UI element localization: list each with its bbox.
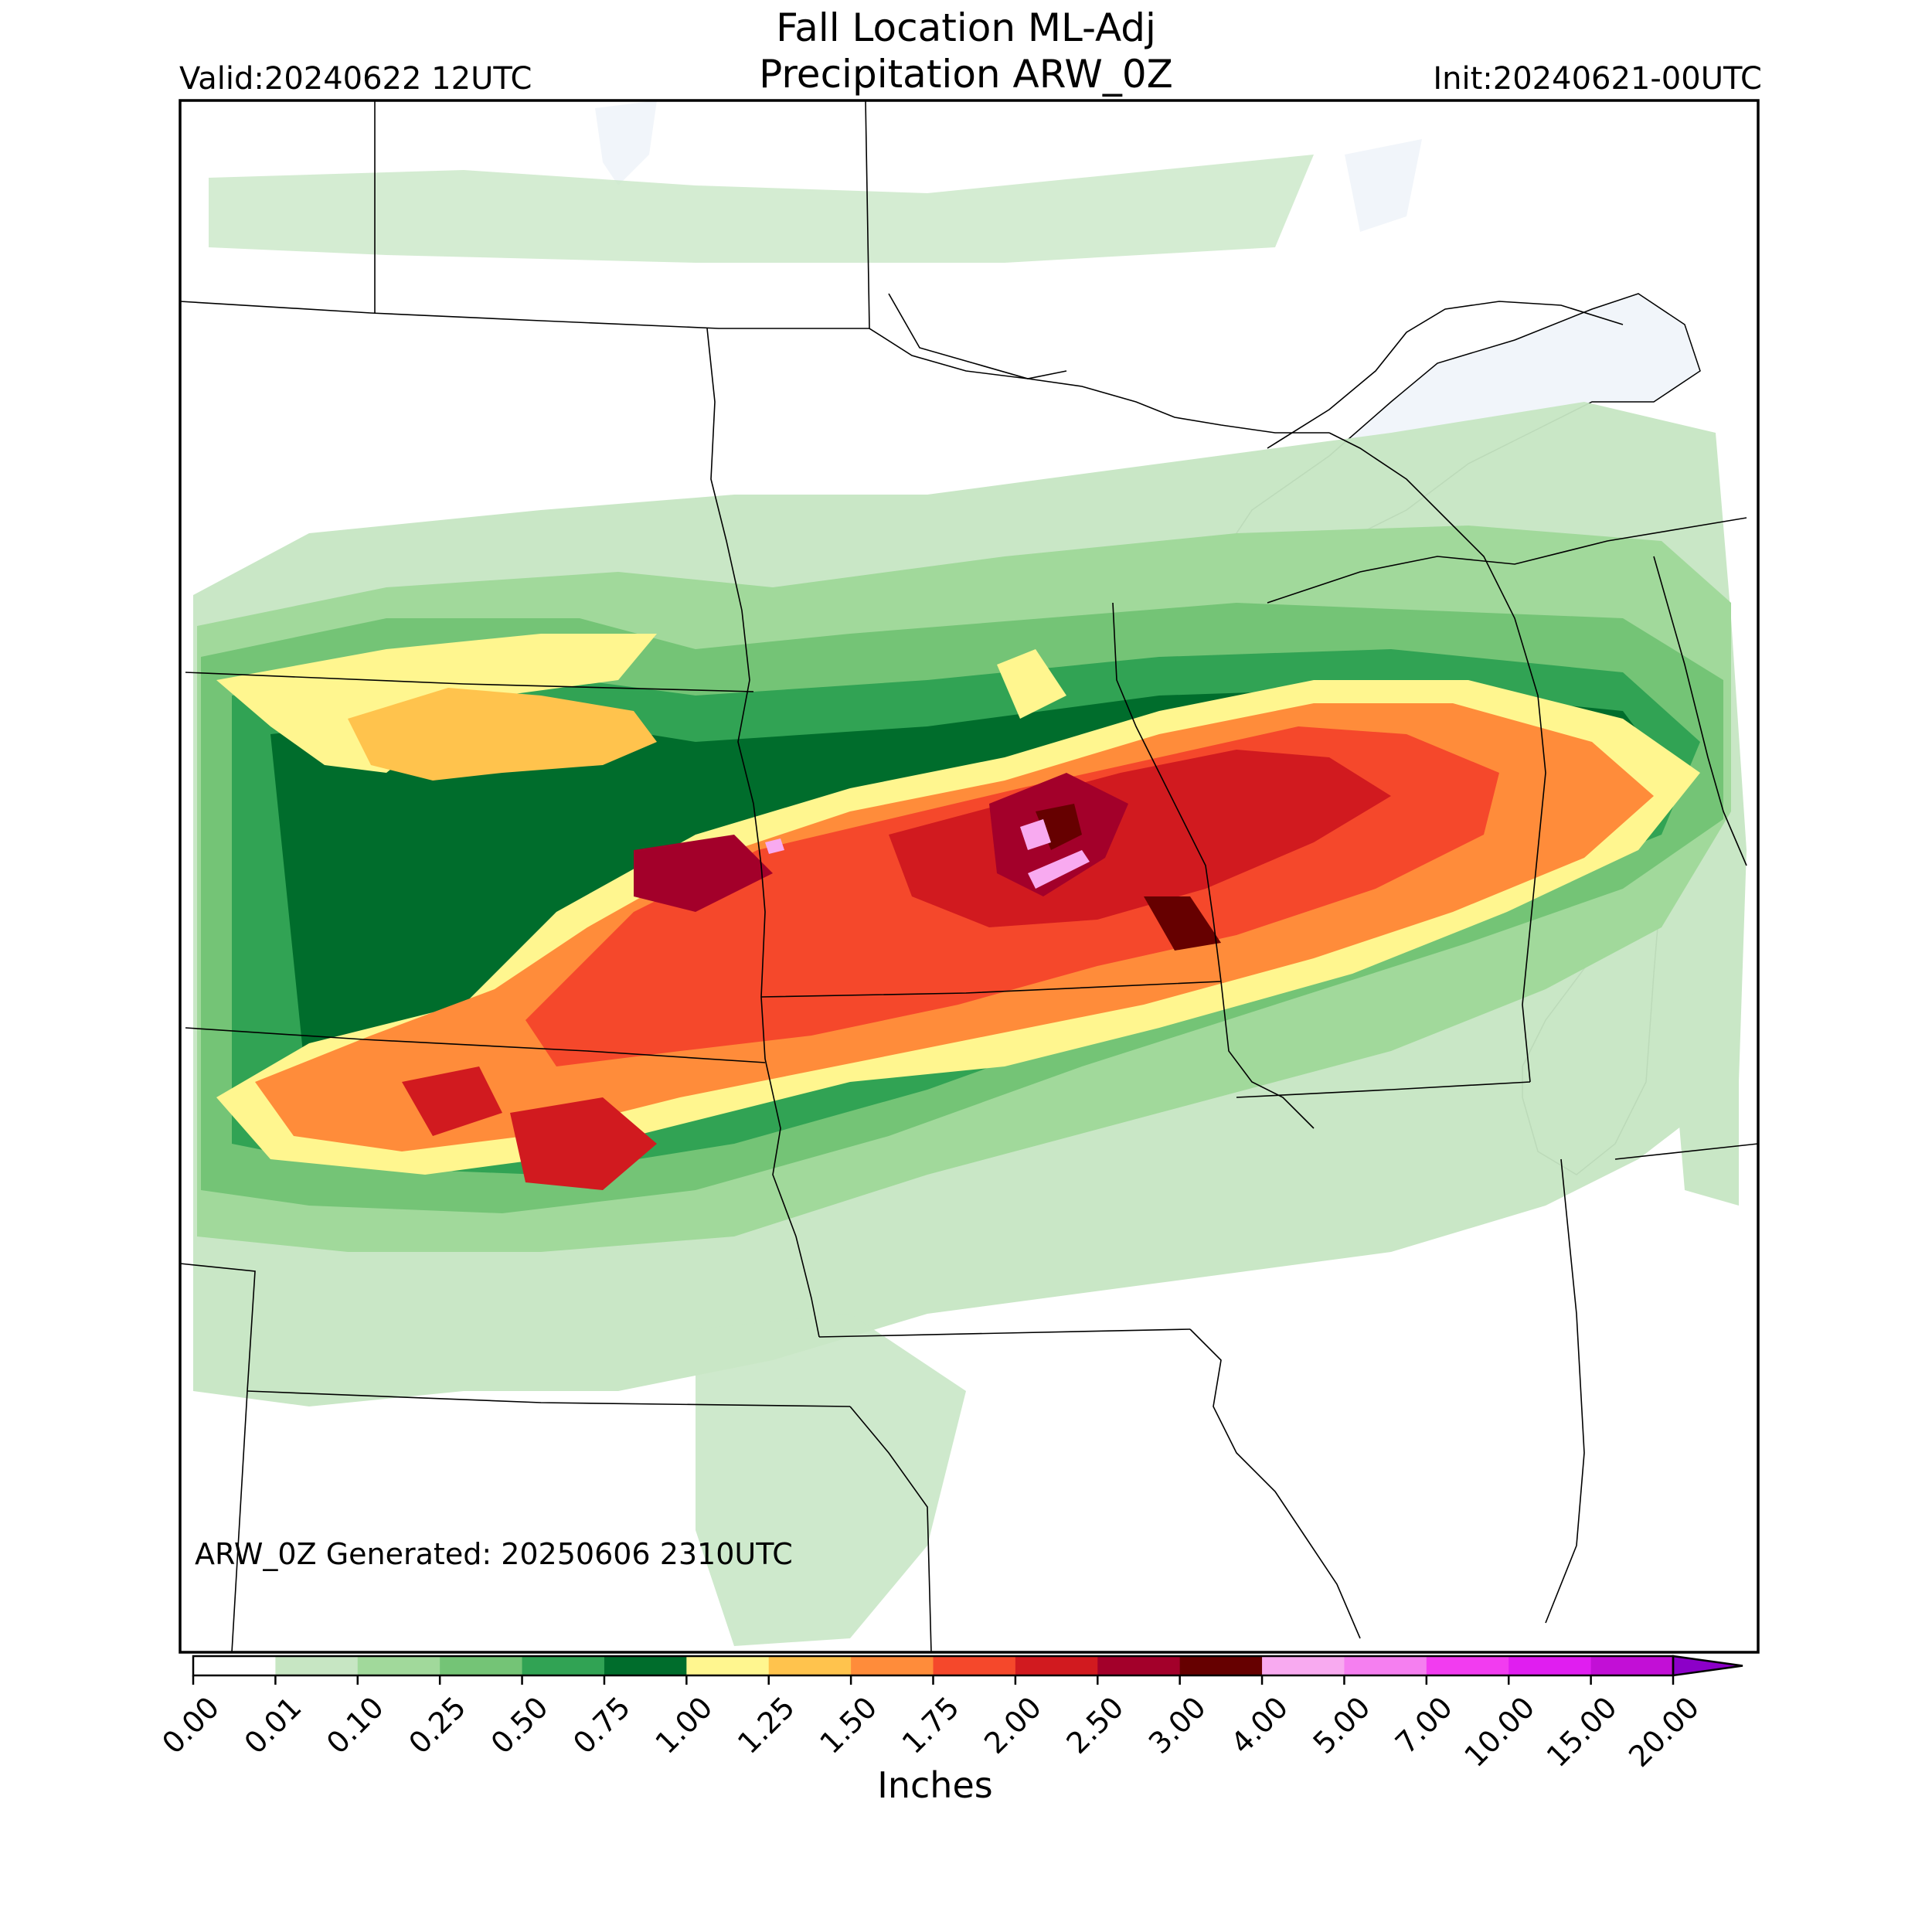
colorbar-swatch <box>1344 1656 1427 1675</box>
colorbar-swatch <box>1179 1656 1263 1675</box>
colorbar-swatch <box>1590 1656 1674 1675</box>
generated-timestamp: ARW_0Z Generated: 20250606 2310UTC <box>195 1537 793 1571</box>
colorbar-tick-label: 1.00 <box>649 1690 719 1760</box>
colorbar-tick-label: 0.01 <box>238 1690 308 1760</box>
colorbar-swatch <box>1426 1656 1509 1675</box>
colorbar-tick-label: 1.75 <box>896 1690 966 1760</box>
colorbar-swatch <box>522 1656 605 1675</box>
colorbar-swatch <box>933 1656 1016 1675</box>
colorbar-tick-label: 0.75 <box>566 1690 637 1760</box>
colorbar-tick-label: 7.00 <box>1389 1690 1459 1760</box>
colorbar-tick-label: 5.00 <box>1307 1690 1377 1760</box>
colorbar-tick-label: 15.00 <box>1540 1690 1624 1774</box>
colorbar-swatch <box>357 1656 440 1675</box>
colorbar-units-label: Inches <box>877 1764 993 1806</box>
precip-pink <box>765 819 1090 889</box>
init-time-label: Init:20240621-00UTC <box>1433 61 1762 97</box>
colorbar-swatch <box>604 1656 687 1675</box>
colorbar-swatch <box>440 1656 523 1675</box>
colorbar-tick-label: 0.10 <box>320 1690 390 1760</box>
colorbar-swatch <box>193 1656 276 1675</box>
colorbar-tick-label: 0.25 <box>402 1690 472 1760</box>
colorbar-tick-label: 2.50 <box>1060 1690 1131 1760</box>
colorbar-swatch <box>1015 1656 1098 1675</box>
colorbar-tick-label: 0.50 <box>485 1690 555 1760</box>
colorbar-tick-label: 20.00 <box>1622 1690 1706 1774</box>
colorbar-extend-arrow <box>1672 1655 1743 1677</box>
colorbar-swatch <box>686 1656 770 1675</box>
colorbar-tick-label: 1.50 <box>813 1690 883 1760</box>
map-frame <box>179 99 1760 1654</box>
colorbar-tick-label: 2.00 <box>978 1690 1048 1760</box>
colorbar-tick-label: 1.25 <box>731 1690 801 1760</box>
colorbar-swatch <box>1509 1656 1592 1675</box>
colorbar-swatch <box>851 1656 934 1675</box>
lake-of-the-woods <box>595 100 1422 232</box>
colorbar-swatch <box>275 1656 359 1675</box>
map-title-line1: Fall Location ML-Adj <box>776 5 1156 50</box>
precip-dark-red <box>634 750 1391 951</box>
colorbar-tick-label: 10.00 <box>1458 1690 1541 1774</box>
state-borders <box>180 100 1758 1652</box>
colorbar-swatch <box>1097 1656 1181 1675</box>
colorbar-tick-label: 3.00 <box>1142 1690 1213 1760</box>
colorbar-tick-label: 4.00 <box>1224 1690 1294 1760</box>
valid-time-label: Valid:20240622 12UTC <box>179 61 532 97</box>
map-title-line2: Precipitation ARW_0Z <box>759 52 1173 97</box>
colorbar-swatch <box>768 1656 852 1675</box>
colorbar-swatch <box>1262 1656 1345 1675</box>
colorbar-tick-label: 0.00 <box>155 1690 226 1760</box>
